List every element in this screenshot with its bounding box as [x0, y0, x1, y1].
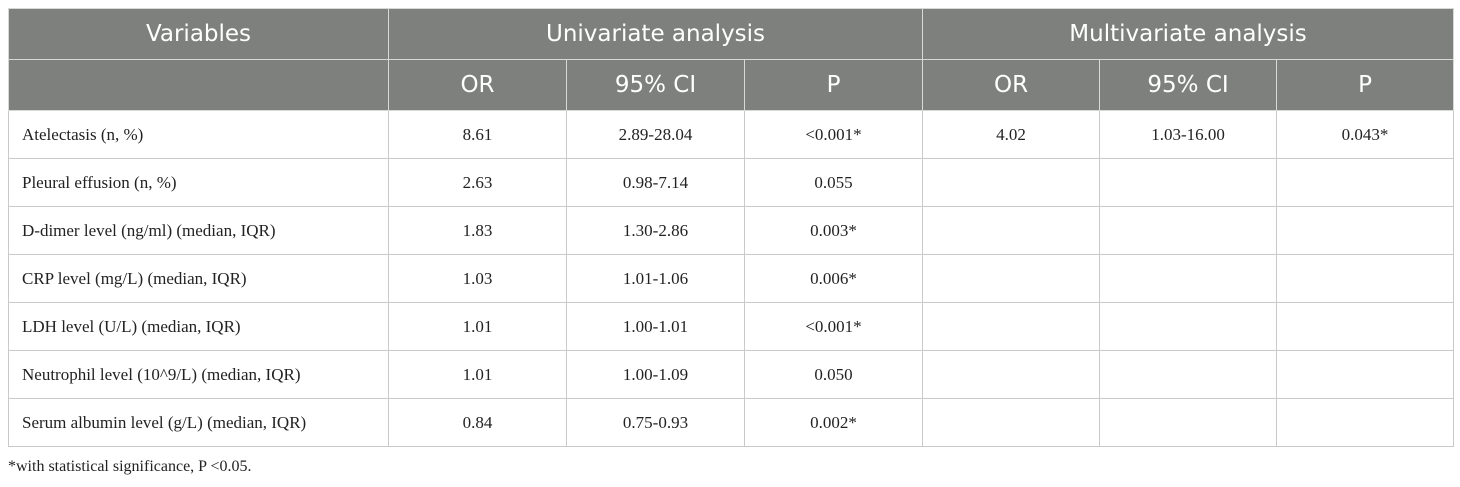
header-multivariate: Multivariate analysis	[922, 8, 1455, 60]
cell-multi-ci: 1.03-16.00	[1099, 110, 1278, 159]
table-row: Atelectasis (n, %) 8.61 2.89-28.04 <0.00…	[8, 110, 1455, 159]
table-row: LDH level (U/L) (median, IQR) 1.01 1.00-…	[8, 302, 1455, 351]
cell-uni-ci: 0.75-0.93	[566, 398, 745, 447]
cell-multi-p	[1276, 398, 1455, 447]
cell-uni-or: 0.84	[388, 398, 567, 447]
cell-variable: Atelectasis (n, %)	[8, 110, 389, 159]
cell-multi-ci	[1099, 206, 1278, 255]
cell-multi-p	[1276, 206, 1455, 255]
table-body: Atelectasis (n, %) 8.61 2.89-28.04 <0.00…	[8, 110, 1455, 447]
header-blank	[8, 59, 389, 111]
header-row-top: Variables Univariate analysis Multivaria…	[8, 8, 1455, 60]
header-row-sub: OR 95% CI P OR 95% CI P	[8, 59, 1455, 111]
header-univariate: Univariate analysis	[387, 8, 924, 60]
cell-uni-or: 1.01	[388, 350, 567, 399]
cell-uni-ci: 1.01-1.06	[566, 254, 745, 303]
cell-multi-or	[922, 158, 1101, 207]
cell-multi-or	[922, 206, 1101, 255]
cell-uni-p: <0.001*	[743, 302, 924, 351]
cell-uni-ci: 0.98-7.14	[566, 158, 745, 207]
cell-multi-ci	[1099, 350, 1278, 399]
cell-uni-p: 0.002*	[743, 398, 924, 447]
cell-multi-p	[1276, 158, 1455, 207]
table-row: Neutrophil level (10^9/L) (median, IQR) …	[8, 350, 1455, 399]
cell-variable: LDH level (U/L) (median, IQR)	[8, 302, 389, 351]
cell-multi-p: 0.043*	[1276, 110, 1455, 159]
header-variables: Variables	[8, 8, 389, 60]
cell-multi-or: 4.02	[922, 110, 1101, 159]
footnote: *with statistical significance, P <0.05.	[8, 458, 252, 475]
cell-uni-p: 0.006*	[743, 254, 924, 303]
cell-uni-or: 1.83	[388, 206, 567, 255]
cell-uni-p: 0.055	[743, 158, 924, 207]
cell-uni-ci: 1.00-1.01	[566, 302, 745, 351]
cell-variable: Serum albumin level (g/L) (median, IQR)	[8, 398, 389, 447]
cell-uni-or: 8.61	[388, 110, 567, 159]
cell-multi-ci	[1099, 254, 1278, 303]
table-row: D-dimer level (ng/ml) (median, IQR) 1.83…	[8, 206, 1455, 255]
header-uni-p: P	[743, 59, 924, 111]
table-row: Pleural effusion (n, %) 2.63 0.98-7.14 0…	[8, 158, 1455, 207]
cell-variable: CRP level (mg/L) (median, IQR)	[8, 254, 389, 303]
cell-uni-or: 1.03	[388, 254, 567, 303]
table-header: Variables Univariate analysis Multivaria…	[8, 8, 1455, 111]
cell-multi-ci	[1099, 302, 1278, 351]
cell-uni-ci: 2.89-28.04	[566, 110, 745, 159]
table-row: CRP level (mg/L) (median, IQR) 1.03 1.01…	[8, 254, 1455, 303]
cell-uni-or: 1.01	[388, 302, 567, 351]
cell-uni-p: 0.050	[743, 350, 924, 399]
cell-multi-or	[922, 398, 1101, 447]
results-table: Variables Univariate analysis Multivaria…	[8, 8, 1455, 447]
cell-uni-or: 2.63	[388, 158, 567, 207]
cell-multi-p	[1276, 254, 1455, 303]
header-multi-p: P	[1276, 59, 1455, 111]
cell-variable: D-dimer level (ng/ml) (median, IQR)	[8, 206, 389, 255]
cell-uni-ci: 1.30-2.86	[566, 206, 745, 255]
cell-uni-p: <0.001*	[743, 110, 924, 159]
cell-uni-p: 0.003*	[743, 206, 924, 255]
cell-multi-or	[922, 350, 1101, 399]
cell-multi-p	[1276, 350, 1455, 399]
header-multi-ci: 95% CI	[1099, 59, 1278, 111]
cell-variable: Pleural effusion (n, %)	[8, 158, 389, 207]
cell-uni-ci: 1.00-1.09	[566, 350, 745, 399]
cell-multi-ci	[1099, 158, 1278, 207]
table-row: Serum albumin level (g/L) (median, IQR) …	[8, 398, 1455, 447]
cell-multi-or	[922, 254, 1101, 303]
cell-multi-ci	[1099, 398, 1278, 447]
cell-multi-p	[1276, 302, 1455, 351]
header-multi-or: OR	[922, 59, 1101, 111]
cell-variable: Neutrophil level (10^9/L) (median, IQR)	[8, 350, 389, 399]
header-uni-ci: 95% CI	[566, 59, 745, 111]
header-uni-or: OR	[388, 59, 567, 111]
cell-multi-or	[922, 302, 1101, 351]
